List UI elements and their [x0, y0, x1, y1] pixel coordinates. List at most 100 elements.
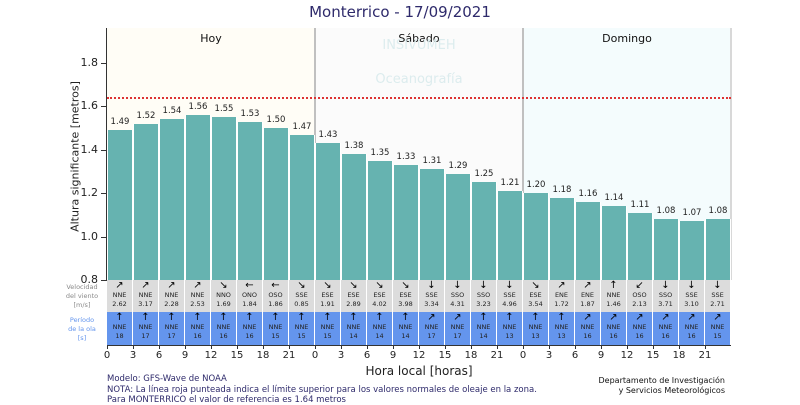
- wind-direction-arrow-icon: ↘: [297, 280, 306, 291]
- x-tick: [601, 345, 602, 349]
- wind-direction: NNE: [164, 291, 179, 299]
- bar-value-label: 1.08: [656, 206, 676, 217]
- wave-direction: NNE: [242, 323, 257, 331]
- bar: [679, 221, 705, 280]
- x-tick: [107, 345, 108, 349]
- wave-direction: NNE: [684, 323, 699, 331]
- wind-value: 1.87: [580, 300, 595, 308]
- wind-cell: ↗ ENE 1.87: [575, 280, 601, 312]
- wave-value: 15: [271, 332, 280, 340]
- wind-cell: ↘ ESE 3.98: [393, 280, 419, 312]
- bar-value-label: 1.52: [136, 110, 156, 121]
- wave-direction-arrow-icon: ↑: [531, 312, 540, 323]
- wind-value: 3.34: [424, 300, 439, 308]
- wind-direction: NNE: [138, 291, 153, 299]
- wind-direction-arrow-icon: ↙: [635, 280, 644, 291]
- wind-direction-arrow-icon: ↘: [531, 280, 540, 291]
- wind-direction: ENE: [580, 291, 595, 299]
- plot-area: Hoy Sábado Domingo INSIVUMEH Oceanografí…: [107, 28, 732, 280]
- wave-value: 16: [219, 332, 228, 340]
- wind-cell: ↗ NNE 2.53: [185, 280, 211, 312]
- wind-cell: ↓ SSE 3.34: [419, 280, 445, 312]
- wind-value: 1.69: [216, 300, 231, 308]
- wave-direction-arrow-icon: ↑: [323, 312, 332, 323]
- wind-value: 4.96: [502, 300, 517, 308]
- wave-cell: ↑ NNE 14: [341, 312, 367, 345]
- wave-direction: NNE: [216, 323, 231, 331]
- x-tick: [159, 345, 160, 349]
- wind-value: 2.89: [346, 300, 361, 308]
- bar-value-label: 1.11: [630, 199, 650, 210]
- bar-value-label: 1.21: [500, 178, 520, 189]
- x-tick: [445, 345, 446, 349]
- wind-direction-arrow-icon: ↓: [713, 280, 722, 291]
- wind-value: 1.86: [268, 300, 283, 308]
- wind-direction-arrow-icon: ↓: [661, 280, 670, 291]
- wave-value: 14: [479, 332, 488, 340]
- wind-cell: ↙ OSO 2.13: [627, 280, 653, 312]
- wave-value: 16: [193, 332, 202, 340]
- bar: [185, 115, 211, 280]
- y-tick-label: 1.8: [80, 56, 99, 69]
- wind-value: 3.23: [476, 300, 491, 308]
- x-tick-label: 6: [155, 350, 163, 361]
- wave-direction-arrow-icon: ↑: [557, 312, 566, 323]
- wave-cell: ↑ NNE 16: [211, 312, 237, 345]
- wave-direction-arrow-icon: ↑: [375, 312, 384, 323]
- bar: [107, 130, 133, 280]
- x-tick-label: 21: [698, 350, 712, 361]
- x-tick-label: 6: [571, 350, 579, 361]
- wave-direction-arrow-icon: ↑: [115, 312, 124, 323]
- bar-value-label: 1.08: [708, 206, 728, 217]
- bar: [419, 169, 445, 280]
- wave-direction-arrow-icon: ↗: [713, 312, 722, 323]
- wave-direction-arrow-icon: ↑: [349, 312, 358, 323]
- x-tick: [705, 345, 706, 349]
- wave-cell: ↑ NNE 16: [237, 312, 263, 345]
- wind-cell: ↘ SSE 0.85: [289, 280, 315, 312]
- bar: [315, 143, 341, 280]
- wave-value: 14: [401, 332, 410, 340]
- day-divider: [730, 28, 732, 280]
- wave-cell: ↑ NNE 14: [367, 312, 393, 345]
- x-tick-label: 3: [129, 350, 137, 361]
- wave-cell: ↑ NNE 14: [471, 312, 497, 345]
- wind-direction-arrow-icon: ↗: [193, 280, 202, 291]
- day-label-domingo: Domingo: [602, 32, 652, 45]
- x-tick-label: 18: [672, 350, 686, 361]
- wave-direction: NNE: [580, 323, 595, 331]
- wave-direction-arrow-icon: ↑: [479, 312, 488, 323]
- wave-cell: ↑ NNE 15: [315, 312, 341, 345]
- wind-cell: ↓ SSO 4.31: [445, 280, 471, 312]
- wave-direction-arrow-icon: ↗: [635, 312, 644, 323]
- bar: [289, 134, 315, 280]
- x-tick: [497, 345, 498, 349]
- wave-value: 16: [609, 332, 618, 340]
- department-credit: Departamento de Investigación y Servicio…: [599, 376, 725, 396]
- wave-label-line: de la ola: [68, 325, 96, 333]
- x-tick-label: 0: [519, 350, 527, 361]
- x-tick: [549, 345, 550, 349]
- wind-value: 2.53: [190, 300, 205, 308]
- wave-cell: ↗ NNE 16: [575, 312, 601, 345]
- x-tick: [575, 345, 576, 349]
- x-tick-label: 6: [363, 350, 371, 361]
- wind-direction-arrow-icon: ←: [271, 280, 280, 291]
- x-tick: [627, 345, 628, 349]
- wave-cell: ↗ NNE 17: [445, 312, 471, 345]
- wind-direction: NNE: [112, 291, 127, 299]
- wave-value: 15: [713, 332, 722, 340]
- wind-direction: SSO: [476, 291, 491, 299]
- x-tick: [393, 345, 394, 349]
- wind-value: 1.46: [606, 300, 621, 308]
- x-tick-label: 12: [620, 350, 634, 361]
- bar-value-label: 1.18: [552, 184, 572, 195]
- y-tick-label: 1.6: [80, 99, 99, 113]
- y-tick: [101, 63, 107, 64]
- bar-value-label: 1.33: [396, 151, 416, 162]
- x-tick: [471, 345, 472, 349]
- wind-value: 3.98: [398, 300, 413, 308]
- wave-direction: NNE: [502, 323, 517, 331]
- footer-model: Modelo: GFS-Wave de NOAA: [107, 374, 227, 384]
- wave-direction: NNE: [606, 323, 621, 331]
